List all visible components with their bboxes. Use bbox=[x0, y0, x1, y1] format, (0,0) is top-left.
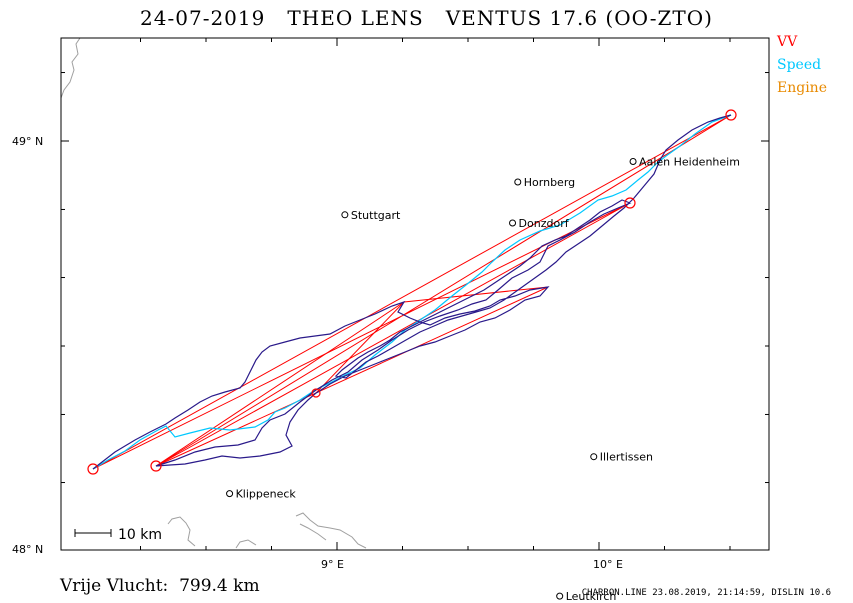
place-marker-icon bbox=[556, 592, 564, 600]
place-markers: Aalen Heidenheim Hornberg Donzdorf Stuttgar… bbox=[226, 156, 740, 603]
turnpoint-2 bbox=[150, 460, 162, 472]
lat-label-49: 49° N bbox=[12, 135, 43, 148]
place-label: Donzdorf bbox=[519, 217, 570, 230]
place-label: Leutkirch bbox=[566, 590, 617, 603]
turnpoint-start bbox=[87, 463, 99, 475]
scale-bar-label: 10 km bbox=[118, 527, 162, 543]
page-title: 24-07-2019 THEO LENS VENTUS 17.6 (OO-ZTO… bbox=[140, 6, 713, 30]
place-marker-icon bbox=[514, 178, 522, 186]
lon-label-10: 10° E bbox=[593, 558, 623, 571]
map-frame bbox=[60, 37, 770, 551]
turnpoint-aalen bbox=[725, 109, 737, 121]
place-marker-icon bbox=[629, 158, 637, 165]
place-label: Aalen Heidenheim bbox=[639, 156, 740, 169]
task-lines bbox=[92, 114, 732, 470]
axis-ticks bbox=[61, 38, 769, 550]
distance-label: Vrije Vlucht: 799.4 km bbox=[60, 576, 260, 596]
place-label: Stuttgart bbox=[351, 209, 401, 222]
place-marker-icon bbox=[509, 219, 517, 227]
legend-engine: Engine bbox=[777, 80, 827, 96]
lon-label-9: 9° E bbox=[321, 558, 344, 571]
place-marker-icon bbox=[341, 211, 349, 219]
turnpoints bbox=[87, 109, 737, 475]
place-marker-icon bbox=[590, 453, 598, 461]
turnpoint-east bbox=[624, 197, 636, 209]
place-label: Hornberg bbox=[524, 176, 575, 189]
credit-label: CHARRON.LINE 23.08.2019, 21:14:59, DISLI… bbox=[581, 588, 831, 598]
speed-track bbox=[92, 114, 732, 470]
turnpoint-mid bbox=[311, 388, 321, 398]
map-border-lines bbox=[60, 37, 367, 549]
scale-bar bbox=[74, 529, 112, 537]
lat-label-48: 48° N bbox=[12, 543, 43, 556]
legend-speed: Speed bbox=[777, 57, 822, 73]
legend-vv: VV bbox=[777, 34, 798, 50]
flight-track bbox=[92, 114, 732, 470]
place-label: Klippeneck bbox=[236, 488, 297, 501]
place-label: Illertissen bbox=[600, 451, 653, 464]
place-marker-icon bbox=[226, 490, 234, 498]
